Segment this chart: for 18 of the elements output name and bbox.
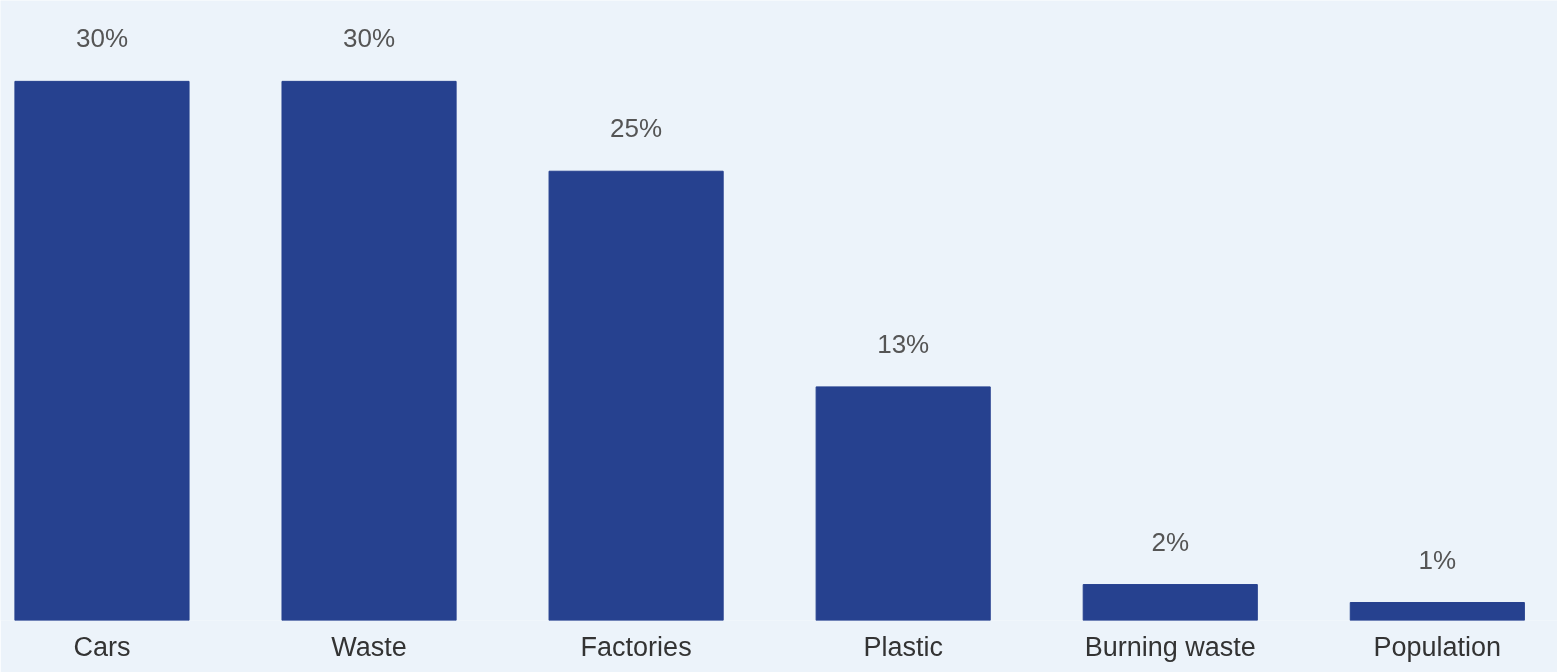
x-tick-label: Waste [331,631,407,662]
bar [815,386,991,621]
bar [1082,584,1258,621]
x-tick-label: Population [1373,631,1502,662]
x-tick-label: Burning waste [1084,631,1256,662]
data-label: 1% [1418,544,1457,575]
data-label: 2% [1151,526,1190,557]
bar [1349,602,1525,621]
data-label: 30% [75,23,129,54]
x-tick-label: Plastic [863,631,943,662]
bar [548,170,724,621]
data-label: 30% [343,23,396,54]
x-tick-label: Factories [580,631,692,662]
x-tick-label: Cars [73,631,131,662]
bar [14,80,190,621]
bar [281,80,457,621]
data-label: 13% [877,328,930,359]
data-label: 25% [610,113,663,144]
